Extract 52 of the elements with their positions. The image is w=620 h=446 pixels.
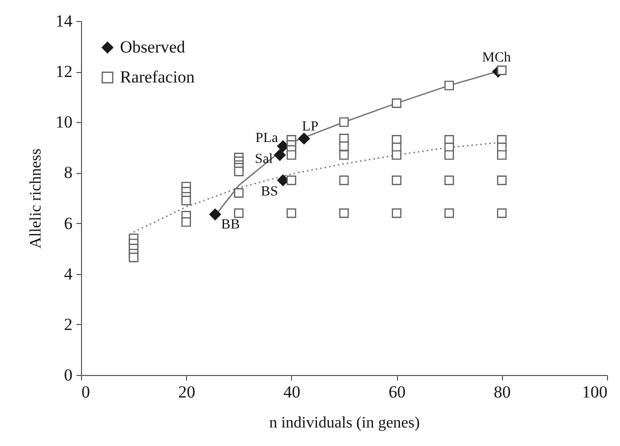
point bbox=[444, 150, 454, 160]
y-tick-label: 14 bbox=[56, 12, 73, 30]
point bbox=[286, 208, 296, 218]
point bbox=[339, 141, 349, 151]
point bbox=[234, 208, 244, 218]
annotation: LP bbox=[302, 120, 319, 135]
y-tick-label: 6 bbox=[64, 214, 72, 233]
x-tick-label: 100 bbox=[582, 382, 608, 402]
point bbox=[497, 176, 507, 186]
annotation: BB bbox=[221, 217, 240, 232]
point bbox=[392, 176, 402, 186]
point bbox=[128, 252, 138, 262]
x-tick-label: 80 bbox=[494, 382, 511, 402]
point bbox=[274, 149, 286, 161]
legend-label: Observed bbox=[120, 38, 186, 56]
y-tick-label: 8 bbox=[64, 163, 72, 182]
y-tick-label: 12 bbox=[56, 62, 72, 82]
y-tick-label: 4 bbox=[64, 264, 73, 284]
y-tick-label: 2 bbox=[64, 314, 72, 334]
x-axis-title: n individuals (in genes) bbox=[269, 414, 420, 432]
point bbox=[497, 208, 507, 218]
point bbox=[181, 217, 191, 227]
y-tick-label: 10 bbox=[56, 112, 72, 132]
point bbox=[392, 150, 402, 160]
y-tick-label: 0 bbox=[64, 366, 72, 384]
point bbox=[339, 176, 349, 186]
point bbox=[497, 66, 507, 76]
point bbox=[339, 208, 349, 218]
y-axis-title: Allelic richness bbox=[28, 148, 44, 248]
point bbox=[444, 80, 454, 90]
point bbox=[298, 132, 310, 144]
point bbox=[286, 176, 296, 186]
point bbox=[209, 208, 221, 220]
annotation: MCh bbox=[482, 50, 511, 66]
x-tick-label: 20 bbox=[178, 382, 196, 402]
point bbox=[234, 166, 244, 176]
point bbox=[444, 176, 454, 186]
point bbox=[181, 196, 191, 206]
point bbox=[392, 98, 402, 108]
point bbox=[339, 117, 349, 127]
point bbox=[286, 150, 296, 160]
annotation: Sal bbox=[254, 152, 273, 168]
legend-label: Rarefacion bbox=[120, 68, 196, 86]
point bbox=[497, 150, 507, 160]
x-tick-label: 0 bbox=[82, 382, 90, 402]
x-tick-label: 60 bbox=[388, 382, 406, 402]
x-tick-label: 40 bbox=[283, 382, 300, 402]
point bbox=[392, 208, 402, 218]
point bbox=[234, 188, 244, 198]
point bbox=[444, 208, 454, 218]
annotation: PLa bbox=[255, 131, 279, 146]
annotation: BS bbox=[260, 184, 278, 200]
